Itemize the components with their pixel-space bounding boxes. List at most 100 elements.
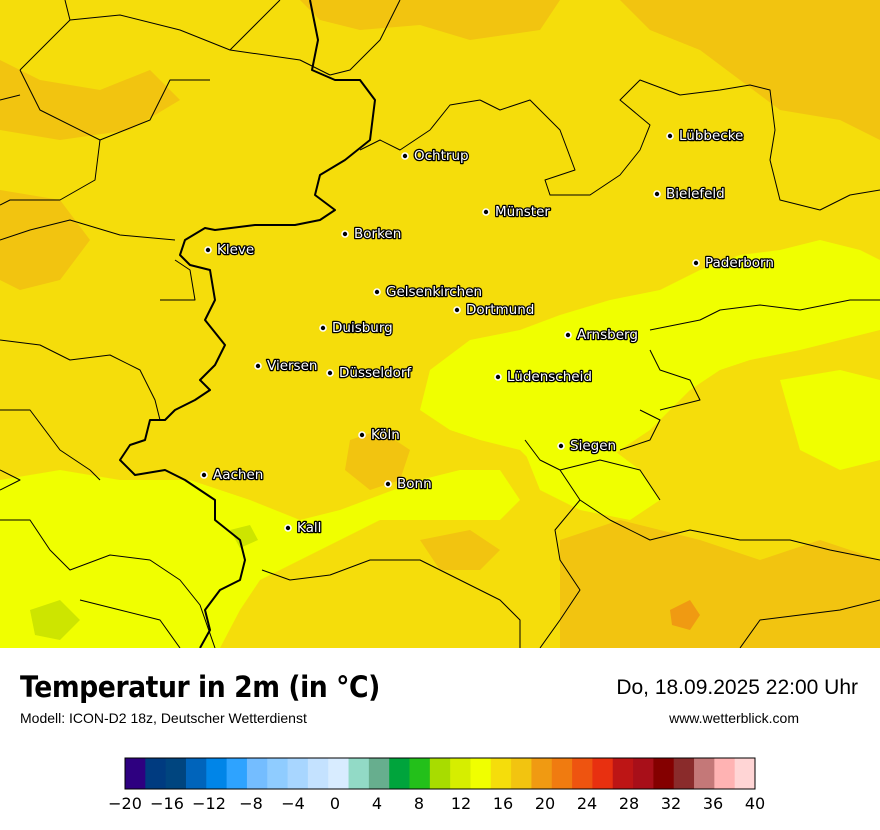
city-label: Dortmund <box>466 302 534 318</box>
temperature-field-14-16-sauerland <box>420 240 880 480</box>
city-label: Viersen <box>267 358 317 374</box>
city-marker-düsseldorf[interactable]: Düsseldorf <box>326 364 414 382</box>
city-marker-bonn[interactable]: Bonn <box>384 475 433 493</box>
legend-color-box <box>226 758 248 789</box>
temperature-field-14-16-eifel <box>0 470 520 648</box>
city-label: Düsseldorf <box>339 365 412 381</box>
legend-tick-label: 40 <box>745 794 765 813</box>
city-label: Paderborn <box>705 255 774 271</box>
temperature-field-14-16-east <box>780 370 880 470</box>
legend-color-box <box>145 758 167 789</box>
city-marker-duisburg[interactable]: Duisburg <box>319 319 394 337</box>
city-marker-lüdenscheid[interactable]: Lüdenscheid <box>494 368 593 386</box>
legend-color-box <box>653 758 675 789</box>
city-dot <box>401 152 409 160</box>
city-label: Gelsenkirchen <box>386 284 482 300</box>
city-dot <box>384 480 392 488</box>
city-label: Aachen <box>213 467 263 483</box>
city-dot <box>200 471 208 479</box>
legend-color-box <box>287 758 309 789</box>
legend-color-box <box>246 758 268 789</box>
legend-color-box <box>694 758 715 789</box>
legend-color-box <box>572 758 593 789</box>
weather-map[interactable]: Lübbecke Ochtrup Bielefeld Münster Borken Kle… <box>0 0 880 648</box>
city-marker-aachen[interactable]: Aachen <box>200 466 265 484</box>
temperature-field-18-20-northeast <box>620 0 880 140</box>
legend-color-boxes <box>124 757 756 790</box>
city-label: Borken <box>354 226 401 242</box>
legend-color-box <box>267 758 289 789</box>
legend-tick-labels: −20 −16 −12 −8 −4 0 4 8 12 16 20 24 28 32 36 40 <box>108 794 765 813</box>
state-borders <box>0 0 880 648</box>
temperature-field-12-14-eifel-2 <box>230 525 258 548</box>
temperature-field-18-20-koeln <box>345 430 410 490</box>
city-marker-lübbecke[interactable]: Lübbecke <box>666 127 745 145</box>
temperature-field-18-20-northwest <box>0 60 180 140</box>
city-label: Kleve <box>217 242 254 258</box>
website-link[interactable]: www.wetterblick.com <box>669 710 799 726</box>
city-marker-siegen[interactable]: Siegen <box>557 437 617 455</box>
legend-color-box <box>592 758 614 789</box>
legend-frame <box>124 757 756 790</box>
legend-color-box <box>531 758 553 789</box>
city-dot <box>494 373 502 381</box>
city-marker-kall[interactable]: Kall <box>284 519 323 537</box>
city-dot <box>373 288 381 296</box>
legend-color-box <box>490 758 512 789</box>
city-dot <box>482 208 490 216</box>
city-marker-ochtrup[interactable]: Ochtrup <box>401 147 470 165</box>
city-label: Bielefeld <box>666 186 725 202</box>
legend-color-box <box>185 758 207 789</box>
city-dot <box>319 324 327 332</box>
city-label: Ochtrup <box>414 148 469 164</box>
city-label: Lüdenscheid <box>507 369 592 385</box>
legend-color-box <box>673 758 695 789</box>
city-marker-dortmund[interactable]: Dortmund <box>453 301 536 319</box>
city-dot <box>564 331 572 339</box>
city-marker-bielefeld[interactable]: Bielefeld <box>653 185 726 203</box>
national-border <box>119 0 376 648</box>
model-info: Modell: ICON-D2 18z, Deutscher Wetterdie… <box>20 710 307 726</box>
city-label: Lübbecke <box>679 128 743 144</box>
temperature-field-14-16-siegen <box>520 430 660 520</box>
city-label: Bonn <box>397 476 432 492</box>
legend-tick-label: 16 <box>493 794 513 813</box>
city-marker-arnsberg[interactable]: Arnsberg <box>564 326 639 344</box>
city-marker-paderborn[interactable]: Paderborn <box>692 254 775 272</box>
legend-tick-label: 4 <box>372 794 382 813</box>
city-dot <box>341 230 349 238</box>
legend-tick-label: 28 <box>619 794 639 813</box>
temperature-field-12-14-eifel <box>30 600 80 640</box>
legend-color-box <box>450 758 471 789</box>
legend-tick-label: 32 <box>661 794 681 813</box>
city-dot <box>326 369 334 377</box>
legend-color-box <box>165 758 187 789</box>
legend-color-box <box>714 758 736 789</box>
city-dot <box>453 306 461 314</box>
legend-color-box <box>409 758 431 789</box>
legend-color-box <box>470 758 492 789</box>
city-marker-gelsenkirchen[interactable]: Gelsenkirchen <box>373 283 483 301</box>
city-dot <box>284 524 292 532</box>
legend-color-box <box>429 758 451 789</box>
legend-tick-label: −4 <box>281 794 305 813</box>
legend-color-box <box>206 758 228 789</box>
city-marker-münster[interactable]: Münster <box>482 203 552 221</box>
temperature-field-18-20-north <box>300 0 560 40</box>
legend-tick-label: 12 <box>451 794 471 813</box>
legend-color-box <box>328 758 350 789</box>
city-marker-köln[interactable]: Köln <box>358 426 401 444</box>
city-marker-viersen[interactable]: Viersen <box>254 357 319 375</box>
legend-color-box <box>511 758 532 789</box>
legend-tick-label: −16 <box>150 794 184 813</box>
temperature-field-18-20-west <box>0 190 90 290</box>
city-dot <box>358 431 366 439</box>
city-marker-kleve[interactable]: Kleve <box>204 241 256 259</box>
city-marker-borken[interactable]: Borken <box>341 225 403 243</box>
legend-tick-label: 20 <box>535 794 555 813</box>
city-dot <box>692 259 700 267</box>
city-dot <box>254 362 262 370</box>
city-label: Münster <box>495 204 550 220</box>
temperature-field-18-20-sauerland-south <box>420 530 500 570</box>
legend-tick-label: −8 <box>239 794 263 813</box>
